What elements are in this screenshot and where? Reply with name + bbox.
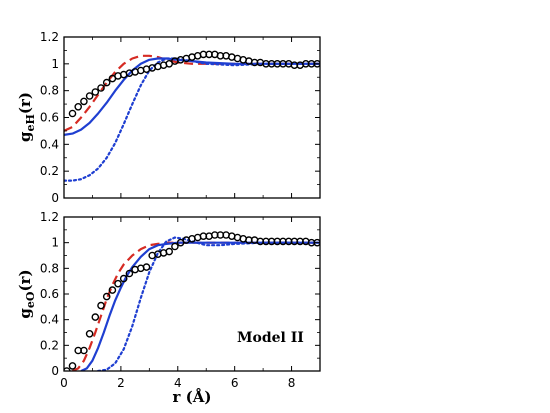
y-tick-label: 0.2 (40, 338, 59, 352)
y-tick-label: 0 (51, 364, 59, 378)
data-point (74, 103, 82, 111)
panel-geo: 0 0.2 0.4 0.6 0.8 1 1.2 0 2 4 6 8 geO(r) Model II r… (16, 210, 321, 406)
model-label: Model II (237, 330, 304, 346)
x-tick-label: 4 (174, 376, 182, 390)
series-line-solid (80, 241, 320, 371)
y-tick-label: 1 (51, 57, 59, 71)
y-tick-label: 0.2 (40, 164, 59, 178)
data-point (108, 286, 117, 294)
y-tick-label: 1.2 (40, 30, 59, 44)
y-tick-label: 0 (51, 191, 59, 205)
data-point (114, 279, 122, 288)
data-point (91, 313, 100, 321)
x-tick-label: 8 (288, 376, 296, 390)
series-line-dotted (64, 57, 320, 182)
plot-frame (63, 216, 321, 372)
series-line-dotted (97, 236, 320, 371)
y-tick-label: 1 (51, 236, 59, 250)
y-tick-label: 0.8 (40, 84, 59, 98)
y-tick-label: 0.6 (40, 287, 59, 301)
y-axis-title: geO(r) (16, 269, 37, 318)
x-tick-label: 0 (60, 376, 68, 390)
y-tick-label: 1.2 (40, 210, 59, 224)
y-tick-label: 0.8 (40, 261, 59, 275)
data-point (68, 362, 77, 370)
y-axis-title: geH(r) (16, 92, 37, 142)
data-point (119, 274, 128, 283)
data-point (165, 247, 173, 256)
data-point (171, 242, 179, 251)
x-tick-label: 2 (117, 376, 125, 390)
y-tick-label: 0.6 (40, 111, 59, 125)
data-point (85, 92, 94, 100)
data-point (313, 60, 320, 68)
series-line-dashed (72, 241, 320, 371)
data-point (97, 84, 105, 92)
x-tick-label: 6 (231, 376, 239, 390)
data-point (142, 263, 151, 271)
data-point (68, 109, 77, 118)
data-point (313, 238, 320, 247)
data-point (102, 78, 111, 87)
data-point (125, 269, 134, 278)
data-point (80, 346, 88, 355)
x-axis-title: r (Å) (173, 388, 212, 406)
data-point (85, 329, 94, 338)
data-point (80, 97, 88, 106)
y-tick-label: 0.4 (40, 313, 59, 327)
series-line-solid (64, 57, 320, 136)
data-point (91, 88, 100, 96)
y-tick-label: 0.4 (40, 137, 59, 151)
panel-geh: 0 0.2 0.4 0.6 0.8 1 1.2 geH(r) (16, 30, 321, 205)
data-point (97, 301, 105, 310)
data-point (102, 292, 111, 301)
